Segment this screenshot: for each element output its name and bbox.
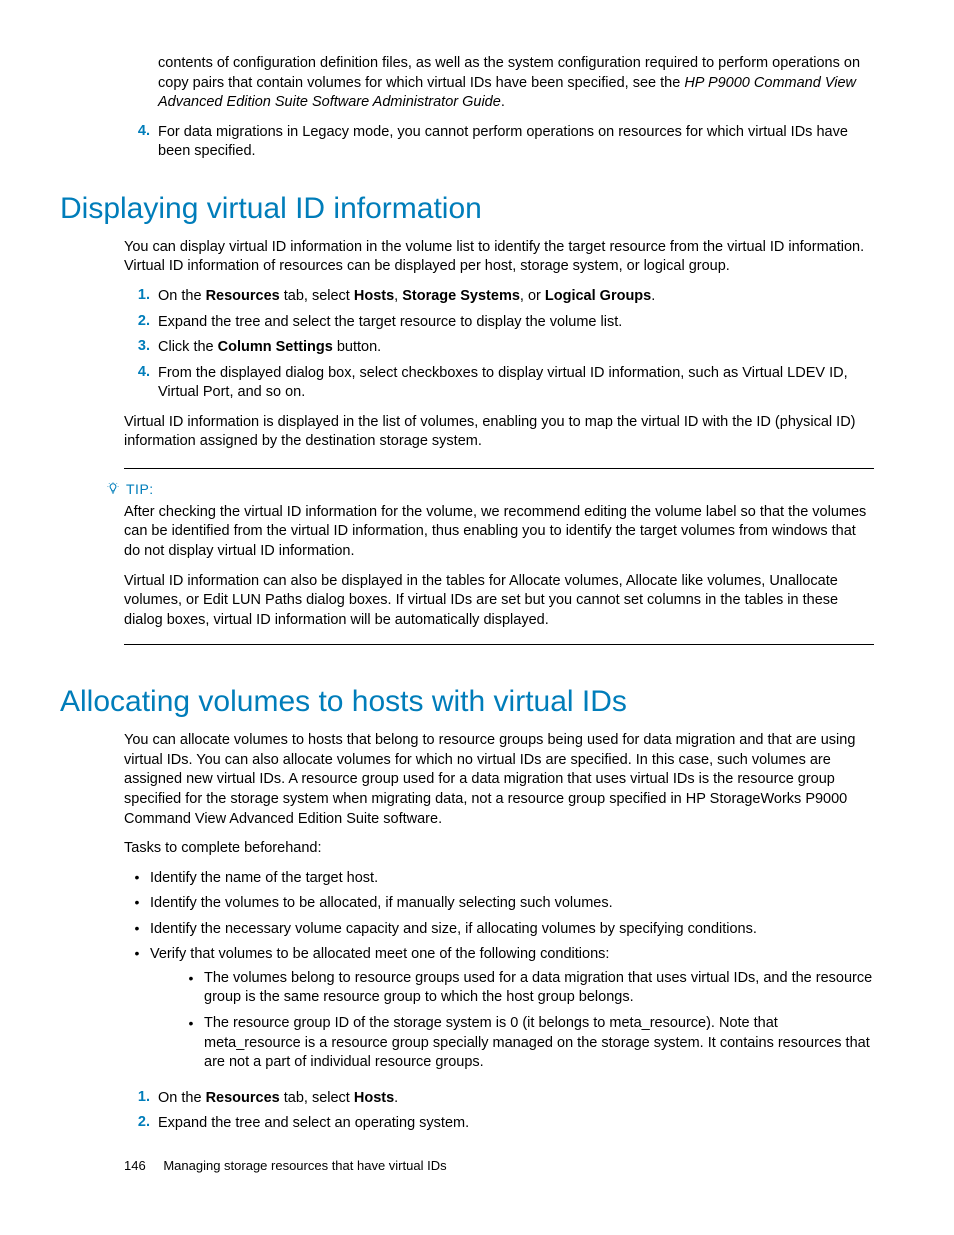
bullet-text: The volumes belong to resource groups us… <box>204 969 874 1008</box>
bullet-icon: • <box>178 969 204 988</box>
step-text: Click the Column Settings button. <box>158 338 874 358</box>
list-item: 1. On the Resources tab, select Hosts. <box>124 1089 874 1109</box>
list-item: • Identify the volumes to be allocated, … <box>124 894 874 914</box>
tip-header: TIP: <box>106 481 874 497</box>
list-item: 1. On the Resources tab, select Hosts, S… <box>124 287 874 307</box>
bullet-text: The resource group ID of the storage sys… <box>204 1014 874 1073</box>
bullet-text: Verify that volumes to be allocated meet… <box>150 945 874 1078</box>
page-number: 146 <box>124 1158 146 1173</box>
intro-steps: 4. For data migrations in Legacy mode, y… <box>124 123 874 162</box>
list-item: • Verify that volumes to be allocated me… <box>124 945 874 1078</box>
tip-p2: Virtual ID information can also be displ… <box>124 572 874 631</box>
bullet-icon: • <box>124 945 150 961</box>
section1-body: You can display virtual ID information i… <box>124 238 874 645</box>
section2-body: You can allocate volumes to hosts that b… <box>124 731 874 1134</box>
footer-title: Managing storage resources that have vir… <box>163 1158 446 1173</box>
step-number: 4. <box>124 123 150 139</box>
step-text: Expand the tree and select an operating … <box>158 1114 874 1134</box>
step-text: Expand the tree and select the target re… <box>158 313 874 333</box>
bullet-text: Identify the necessary volume capacity a… <box>150 920 874 940</box>
page-footer: 146 Managing storage resources that have… <box>124 1158 447 1173</box>
tip-box: TIP: After checking the virtual ID infor… <box>124 468 874 645</box>
list-item: • The volumes belong to resource groups … <box>178 969 874 1008</box>
step-text: From the displayed dialog box, select ch… <box>158 364 874 403</box>
section1-p2: Virtual ID information is displayed in t… <box>124 413 874 452</box>
bullet-text: Identify the name of the target host. <box>150 869 874 889</box>
section1-heading: Displaying virtual ID information <box>60 192 894 226</box>
step-number: 3. <box>124 338 150 354</box>
list-item: 2. Expand the tree and select the target… <box>124 313 874 333</box>
bullet-text: Identify the volumes to be allocated, if… <box>150 894 874 914</box>
step-number: 2. <box>124 313 150 329</box>
list-item: 2. Expand the tree and select an operati… <box>124 1114 874 1134</box>
step-text: On the Resources tab, select Hosts, Stor… <box>158 287 874 307</box>
step-number: 4. <box>124 364 150 380</box>
list-item: • The resource group ID of the storage s… <box>178 1014 874 1073</box>
section2-sub-bullets: • The volumes belong to resource groups … <box>178 969 874 1073</box>
step-number: 1. <box>124 287 150 303</box>
tip-icon <box>106 482 120 496</box>
section2-heading: Allocating volumes to hosts with virtual… <box>60 685 894 719</box>
list-item: 4. From the displayed dialog box, select… <box>124 364 874 403</box>
page: contents of configuration definition fil… <box>0 0 954 1235</box>
intro-block: contents of configuration definition fil… <box>124 54 874 162</box>
intro-para: contents of configuration definition fil… <box>158 54 874 113</box>
list-item: 3. Click the Column Settings button. <box>124 338 874 358</box>
section2-steps: 1. On the Resources tab, select Hosts. 2… <box>124 1089 874 1134</box>
section1-p1: You can display virtual ID information i… <box>124 238 874 277</box>
step-number: 1. <box>124 1089 150 1105</box>
bullet-icon: • <box>178 1014 204 1033</box>
list-item: 4. For data migrations in Legacy mode, y… <box>124 123 874 162</box>
section1-steps: 1. On the Resources tab, select Hosts, S… <box>124 287 874 403</box>
section2-bullets: • Identify the name of the target host. … <box>124 869 874 1079</box>
section2-p2: Tasks to complete beforehand: <box>124 839 874 859</box>
tip-p1: After checking the virtual ID informatio… <box>124 503 874 562</box>
section2-p1: You can allocate volumes to hosts that b… <box>124 731 874 829</box>
list-item: • Identify the name of the target host. <box>124 869 874 889</box>
bullet-icon: • <box>124 869 150 885</box>
bullet-icon: • <box>124 894 150 910</box>
step-text: For data migrations in Legacy mode, you … <box>158 123 874 162</box>
step-text: On the Resources tab, select Hosts. <box>158 1089 874 1109</box>
list-item: • Identify the necessary volume capacity… <box>124 920 874 940</box>
bullet-icon: • <box>124 920 150 936</box>
step-number: 2. <box>124 1114 150 1130</box>
tip-label: TIP: <box>126 481 154 497</box>
